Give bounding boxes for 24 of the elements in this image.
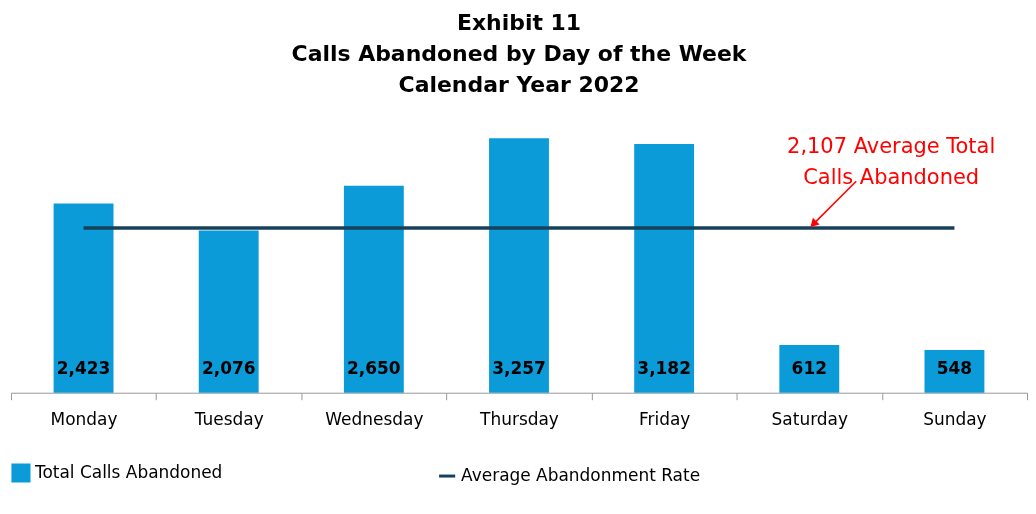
data-label: 612 xyxy=(791,357,827,378)
data-label: 3,257 xyxy=(492,357,546,378)
bar xyxy=(198,230,259,393)
data-label: 2,076 xyxy=(201,357,256,378)
legend-label: Average Abandonment Rate xyxy=(461,465,701,486)
bar xyxy=(343,185,404,393)
bar xyxy=(634,144,695,393)
data-label: 2,650 xyxy=(347,357,401,378)
x-tick-label: Monday xyxy=(50,409,118,430)
x-tick-label: Sunday xyxy=(923,409,987,430)
data-label: 548 xyxy=(936,357,973,378)
x-tick-label: Tuesday xyxy=(193,409,264,430)
x-tick-label: Wednesday xyxy=(325,409,424,430)
x-tick-label: Thursday xyxy=(479,409,559,430)
data-label: 3,182 xyxy=(637,357,691,378)
legend-label: Total Calls Abandoned xyxy=(33,462,223,483)
bar xyxy=(53,203,114,393)
x-tick-label: Saturday xyxy=(771,409,848,430)
bar xyxy=(489,138,549,393)
data-label: 2,423 xyxy=(56,357,111,378)
bar xyxy=(779,344,840,393)
chart-title: Exhibit 11 Calls Abandoned by Day of the Week Calendar Year 2022 xyxy=(291,10,747,98)
x-tick-label: Friday xyxy=(638,409,691,430)
annotation: 2,107 Average Total Calls Abandoned xyxy=(787,134,996,190)
